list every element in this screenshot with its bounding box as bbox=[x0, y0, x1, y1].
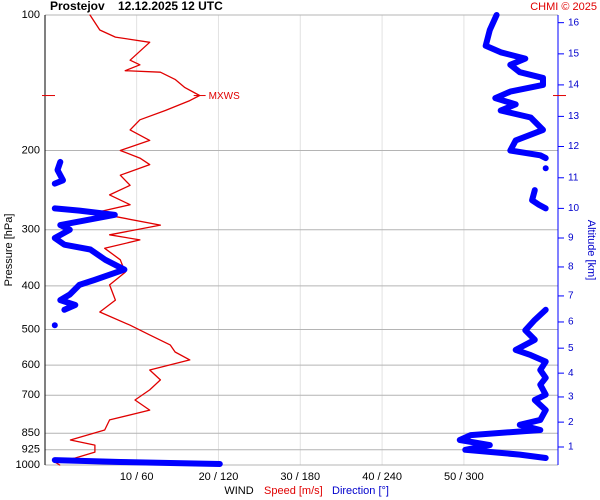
y2-tick-label: 13 bbox=[568, 111, 580, 122]
station: Prostejov bbox=[50, 0, 105, 13]
y2-tick-label: 16 bbox=[568, 17, 580, 28]
y2-tick-label: 7 bbox=[568, 291, 574, 302]
y-tick-label: 300 bbox=[22, 224, 40, 236]
direction-line bbox=[51, 205, 128, 313]
y-axis-label: Pressure [hPa] bbox=[3, 214, 15, 287]
direction-line bbox=[529, 187, 549, 212]
y-tick-label: 400 bbox=[22, 280, 40, 292]
x-tick-label: 40 / 240 bbox=[362, 471, 402, 483]
y2-tick-label: 8 bbox=[568, 262, 574, 273]
y2-axis-label: Altitude [km] bbox=[585, 220, 597, 281]
y-tick-label: 700 bbox=[22, 389, 40, 401]
direction-line bbox=[482, 12, 549, 162]
y-tick-label: 100 bbox=[22, 9, 40, 21]
y-tick-label: 1000 bbox=[16, 459, 40, 471]
y2-tick-label: 14 bbox=[568, 80, 580, 91]
y2-tick-label: 4 bbox=[568, 368, 574, 379]
y-tick-label: 200 bbox=[22, 144, 40, 156]
x-tick-label: 20 / 120 bbox=[199, 471, 239, 483]
mxws-label: MXWS bbox=[209, 91, 240, 102]
direction-line bbox=[51, 457, 223, 467]
legend-speed: Speed [m/s] bbox=[264, 485, 323, 497]
y2-tick-label: 6 bbox=[568, 317, 574, 328]
time: 12.12.2025 12 UTC bbox=[118, 0, 223, 13]
x-tick-label: 10 / 60 bbox=[120, 471, 154, 483]
y2-tick-label: 11 bbox=[568, 172, 579, 183]
x-tick-label: 50 / 300 bbox=[444, 471, 484, 483]
credit: CHMI © 2025 bbox=[530, 1, 597, 13]
y-tick-label: 600 bbox=[22, 359, 40, 371]
y2-tick-label: 5 bbox=[568, 343, 574, 354]
x-axis-label: WIND bbox=[224, 485, 253, 497]
y2-tick-label: 15 bbox=[568, 49, 580, 60]
legend-direction: Direction [°] bbox=[332, 485, 389, 497]
y-tick-label: 500 bbox=[22, 323, 40, 335]
y-tick-label: 925 bbox=[22, 444, 40, 456]
y-tick-label: 850 bbox=[22, 427, 40, 439]
direction-line bbox=[456, 306, 549, 461]
y2-tick-label: 10 bbox=[568, 203, 580, 214]
y2-tick-label: 3 bbox=[568, 392, 574, 403]
y2-tick-label: 1 bbox=[568, 442, 574, 453]
x-tick-label: 30 / 180 bbox=[280, 471, 320, 483]
plot-area: 10 / 60 20 / 120 30 / 180 40 / 240 50 / 300 1… bbox=[16, 9, 580, 483]
speed-line bbox=[54, 14, 201, 466]
direction-line bbox=[51, 158, 66, 187]
y2-tick-label: 12 bbox=[568, 141, 580, 152]
y2-tick-label: 2 bbox=[568, 417, 574, 428]
y2-tick-label: 9 bbox=[568, 233, 574, 244]
